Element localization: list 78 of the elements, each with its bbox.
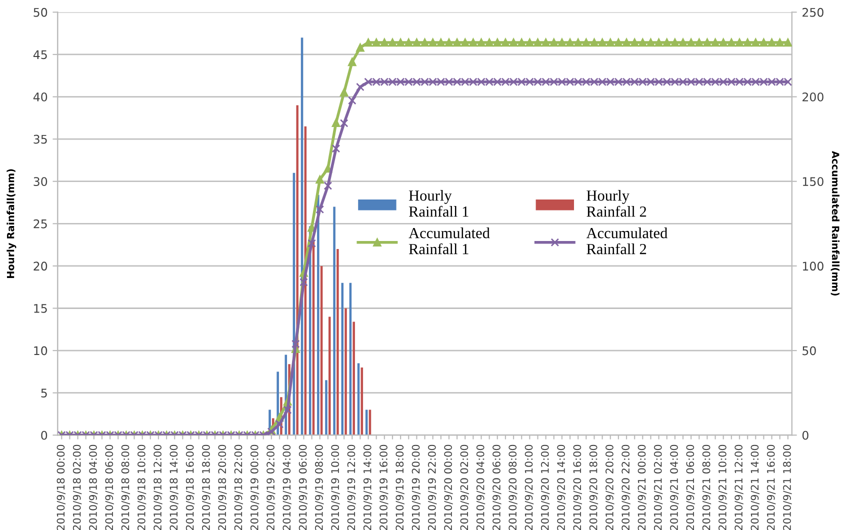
- x-tick-label: 2010/9/19 00:00: [250, 444, 260, 530]
- x-tick-label: 2010/9/21 06:00: [686, 444, 695, 530]
- x-tick-label: 2010/9/20 08:00: [508, 444, 518, 530]
- x-tick-label: 2010/9/20 04:00: [476, 444, 486, 530]
- bar: [344, 308, 347, 436]
- x-tick-label: 2010/9/21 02:00: [654, 444, 663, 530]
- x-tick-label: 2010/9/21 10:00: [718, 444, 728, 530]
- x-tick-label: 2010/9/21 14:00: [750, 444, 760, 530]
- x-tick-label: 2010/9/18 06:00: [105, 444, 114, 530]
- y-tick-label: 15: [34, 304, 47, 313]
- x-tick-label: 2010/9/19 20:00: [412, 444, 421, 530]
- bar: [328, 316, 331, 436]
- x-tick-label: 2010/9/20 22:00: [622, 444, 630, 530]
- x-tick-label: 2010/9/20 12:00: [540, 444, 550, 530]
- x-tick-label: 2010/9/20 20:00: [606, 444, 614, 530]
- x-tick-label: 2010/9/19 22:00: [428, 444, 437, 530]
- x-tick-label: 2010/9/21 16:00: [766, 444, 776, 530]
- bar: [352, 322, 355, 436]
- x-tick-label: 2010/9/18 10:00: [137, 444, 146, 530]
- x-tick-label: 2010/9/18 18:00: [202, 444, 211, 530]
- bar: [333, 206, 336, 436]
- legend-label: Hourly Rainfall 1: [408, 190, 468, 217]
- y-tick-label: 30: [34, 177, 48, 186]
- y-tick-label: 25: [34, 219, 47, 228]
- y2-tick-label: 250: [802, 8, 824, 17]
- bar: [336, 249, 339, 436]
- y-tick-label: 20: [34, 262, 48, 271]
- x-tick-label: 2010/9/19 08:00: [315, 444, 324, 530]
- x-tick-label: 2010/9/19 16:00: [380, 444, 388, 530]
- bar: [341, 282, 344, 436]
- x-tick-label: 2010/9/18 02:00: [72, 444, 82, 530]
- x-tick-label: 2010/9/20 18:00: [589, 444, 598, 530]
- bar: [296, 105, 298, 436]
- y-tick-label: 45: [33, 50, 47, 60]
- x-tick-label: 2010/9/18 04:00: [89, 444, 98, 530]
- y-tick-label: 40: [33, 92, 48, 102]
- y-tick-label: 5: [41, 388, 47, 398]
- x-tick-label: 2010/9/18 14:00: [170, 444, 178, 530]
- y-tick-label: 10: [34, 346, 48, 356]
- x-tick-label: 2010/9/19 04:00: [282, 444, 292, 530]
- y-tick-label: 50: [34, 8, 48, 17]
- x-tick-label: 2010/9/18 22:00: [234, 444, 244, 530]
- y2-tick-label: 100: [802, 262, 824, 271]
- y-tick-label: 35: [34, 134, 47, 144]
- x-tick-label: 2010/9/19 10:00: [331, 444, 340, 530]
- x-tick-label: 2010/9/18 12:00: [154, 444, 162, 530]
- x-tick-label: 2010/9/18 00:00: [56, 444, 66, 530]
- y-axis-title: Hourly Rainfall(mm): [6, 169, 16, 278]
- bar: [317, 194, 320, 436]
- y2-tick-label: 200: [802, 92, 824, 102]
- x-tick-label: 2010/9/19 18:00: [396, 444, 404, 530]
- legend-label: Hourly Rainfall 2: [586, 190, 646, 217]
- x-tick-label: 2010/9/20 02:00: [460, 444, 469, 530]
- x-tick-label: 2010/9/20 00:00: [444, 444, 453, 530]
- x-tick-label: 2010/9/19 02:00: [266, 444, 276, 530]
- x-tick-label: 2010/9/18 20:00: [218, 444, 227, 530]
- x-tick-label: 2010/9/19 12:00: [347, 444, 356, 530]
- x-tick-label: 2010/9/20 14:00: [557, 444, 566, 530]
- x-tick-label: 2010/9/21 08:00: [702, 444, 712, 530]
- x-tick-label: 2010/9/18 08:00: [121, 444, 130, 530]
- x-tick-label: 2010/9/18 16:00: [186, 444, 195, 530]
- x-tick-label: 2010/9/19 14:00: [363, 444, 372, 530]
- legend-label: Accumulated Rainfall 1: [408, 228, 490, 254]
- x-tick-label: 2010/9/21 04:00: [670, 444, 679, 530]
- y2-tick-label: 0: [802, 430, 808, 440]
- x-tick-label: 2010/9/20 10:00: [524, 444, 534, 530]
- bar: [325, 380, 328, 436]
- legend-label: Accumulated Rainfall 2: [586, 228, 668, 254]
- y2-tick-label: 150: [802, 177, 824, 186]
- y-tick-label: 0: [41, 430, 48, 440]
- x-tick-label: 2010/9/21 00:00: [638, 444, 646, 530]
- x-tick-label: 2010/9/21 12:00: [734, 444, 744, 530]
- x-tick-label: 2010/9/20 16:00: [573, 444, 582, 530]
- x-tick-label: 2010/9/21 18:00: [783, 444, 792, 530]
- x-tick-label: 2010/9/20 06:00: [492, 444, 502, 530]
- y2-tick-label: 50: [802, 346, 816, 356]
- y2-axis-title: Accumulated Rainfall(mm): [830, 151, 840, 296]
- x-tick-label: 2010/9/19 06:00: [298, 444, 308, 530]
